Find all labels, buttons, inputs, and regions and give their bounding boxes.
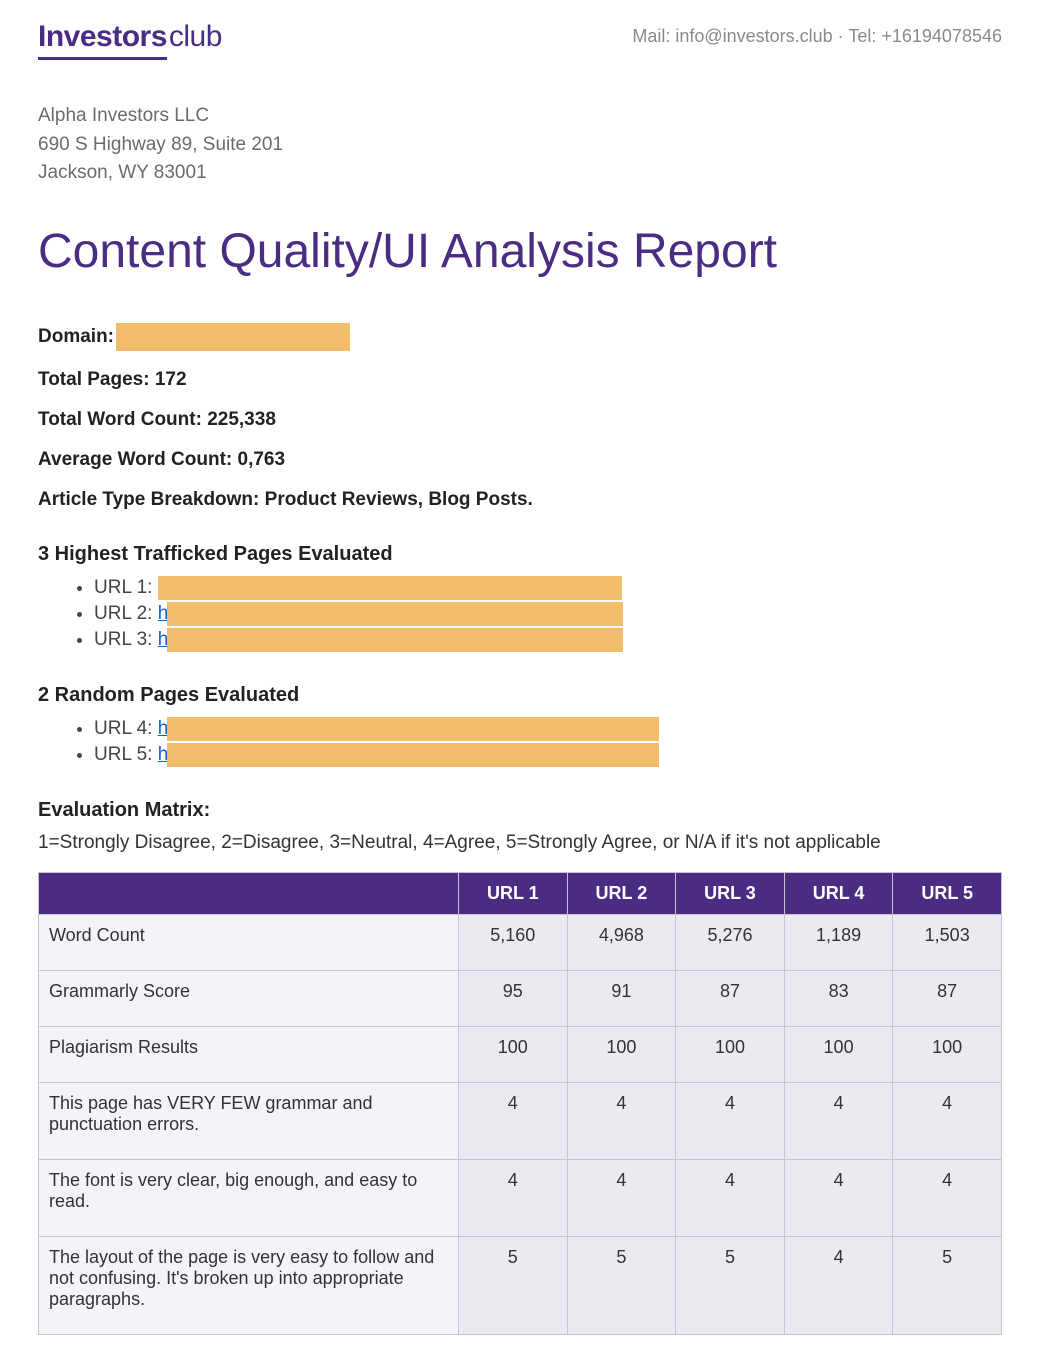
matrix-cell: 4 (676, 1159, 785, 1236)
matrix-header-col: URL 4 (784, 872, 893, 914)
matrix-cell: 4 (567, 1082, 676, 1159)
url-label: URL 3: (94, 629, 158, 651)
meta-total-pages: Total Pages: 172 (38, 369, 1002, 391)
matrix-row-label: Grammarly Score (39, 970, 459, 1026)
meta-breakdown-value: Product Reviews, Blog Posts. (265, 489, 533, 511)
matrix-cell: 5 (567, 1236, 676, 1334)
matrix-cell: 1,503 (893, 914, 1002, 970)
meta-total-words-label: Total Word Count: (38, 409, 207, 431)
logo-light: club (169, 20, 222, 54)
redacted-url (167, 743, 659, 767)
matrix-body: Word Count5,1604,9685,2761,1891,503Gramm… (39, 914, 1002, 1334)
redacted-url (158, 576, 622, 600)
meta-breakdown: Article Type Breakdown: Product Reviews,… (38, 489, 1002, 511)
trafficked-url-list: URL 1: URL 2: hURL 3: h (38, 576, 1002, 652)
logo: Investors club (38, 20, 222, 54)
list-item: URL 3: h (94, 628, 1002, 652)
matrix-row-label: Plagiarism Results (39, 1026, 459, 1082)
list-item: URL 1: (94, 576, 1002, 600)
matrix-header-col: URL 1 (459, 872, 568, 914)
matrix-row-label: This page has VERY FEW grammar and punct… (39, 1082, 459, 1159)
matrix-header-row: URL 1URL 2URL 3URL 4URL 5 (39, 872, 1002, 914)
matrix-cell: 4 (893, 1082, 1002, 1159)
matrix-cell: 100 (676, 1026, 785, 1082)
matrix-header-metric (39, 872, 459, 914)
matrix-cell: 87 (893, 970, 1002, 1026)
company-line-1: Alpha Investors LLC (38, 102, 1002, 131)
random-url-list: URL 4: hURL 5: h (38, 717, 1002, 767)
matrix-cell: 100 (567, 1026, 676, 1082)
table-row: The layout of the page is very easy to f… (39, 1236, 1002, 1334)
logo-bold: Investors (38, 20, 167, 54)
redacted-url (167, 628, 623, 652)
list-item: URL 5: h (94, 743, 1002, 767)
matrix-cell: 5,160 (459, 914, 568, 970)
matrix-cell: 4,968 (567, 914, 676, 970)
matrix-header-col: URL 3 (676, 872, 785, 914)
redacted-url (167, 602, 623, 626)
meta-avg-words: Average Word Count: 0,763 (38, 449, 1002, 471)
section-matrix-heading: Evaluation Matrix: (38, 799, 1002, 822)
matrix-cell: 100 (784, 1026, 893, 1082)
matrix-cell: 5 (893, 1236, 1002, 1334)
table-row: This page has VERY FEW grammar and punct… (39, 1082, 1002, 1159)
matrix-cell: 4 (459, 1082, 568, 1159)
meta-total-pages-label: Total Pages: (38, 369, 155, 391)
table-row: Grammarly Score9591878387 (39, 970, 1002, 1026)
matrix-cell: 100 (893, 1026, 1002, 1082)
table-row: The font is very clear, big enough, and … (39, 1159, 1002, 1236)
meta-total-words-value: 225,338 (207, 409, 276, 431)
redacted-url (167, 717, 659, 741)
matrix-cell: 4 (784, 1236, 893, 1334)
company-line-2: 690 S Highway 89, Suite 201 (38, 131, 1002, 160)
matrix-cell: 4 (784, 1082, 893, 1159)
meta-breakdown-label: Article Type Breakdown: (38, 489, 265, 511)
page-title: Content Quality/UI Analysis Report (38, 224, 1002, 279)
matrix-row-label: The font is very clear, big enough, and … (39, 1159, 459, 1236)
matrix-legend: 1=Strongly Disagree, 2=Disagree, 3=Neutr… (38, 832, 1002, 854)
meta-total-pages-value: 172 (155, 369, 187, 391)
url-label: URL 1: (94, 577, 158, 599)
table-row: Word Count5,1604,9685,2761,1891,503 (39, 914, 1002, 970)
url-label: URL 4: (94, 718, 158, 740)
list-item: URL 4: h (94, 717, 1002, 741)
url-label: URL 5: (94, 744, 158, 766)
matrix-cell: 83 (784, 970, 893, 1026)
contact-info: Mail: info@investors.club · Tel: +161940… (632, 26, 1002, 47)
matrix-cell: 95 (459, 970, 568, 1026)
matrix-cell: 5 (676, 1236, 785, 1334)
meta-avg-words-label: Average Word Count: (38, 449, 238, 471)
meta-avg-words-value: 0,763 (238, 449, 286, 471)
matrix-header-col: URL 2 (567, 872, 676, 914)
report-page: Investors club Mail: info@investors.club… (0, 0, 1040, 1365)
matrix-cell: 87 (676, 970, 785, 1026)
matrix-cell: 4 (784, 1159, 893, 1236)
meta-total-words: Total Word Count: 225,338 (38, 409, 1002, 431)
matrix-cell: 4 (676, 1082, 785, 1159)
matrix-cell: 4 (459, 1159, 568, 1236)
list-item: URL 2: h (94, 602, 1002, 626)
matrix-cell: 4 (567, 1159, 676, 1236)
company-address: Alpha Investors LLC 690 S Highway 89, Su… (38, 102, 1002, 188)
table-row: Plagiarism Results100100100100100 (39, 1026, 1002, 1082)
evaluation-matrix-table: URL 1URL 2URL 3URL 4URL 5 Word Count5,16… (38, 872, 1002, 1335)
matrix-header-col: URL 5 (893, 872, 1002, 914)
company-line-3: Jackson, WY 83001 (38, 159, 1002, 188)
matrix-row-label: The layout of the page is very easy to f… (39, 1236, 459, 1334)
matrix-cell: 100 (459, 1026, 568, 1082)
matrix-cell: 5 (459, 1236, 568, 1334)
meta-domain-label: Domain: (38, 326, 114, 348)
matrix-cell: 91 (567, 970, 676, 1026)
page-header: Investors club Mail: info@investors.club… (38, 20, 1002, 54)
section-trafficked-heading: 3 Highest Trafficked Pages Evaluated (38, 543, 1002, 566)
matrix-cell: 1,189 (784, 914, 893, 970)
matrix-cell: 5,276 (676, 914, 785, 970)
url-label: URL 2: (94, 603, 158, 625)
matrix-cell: 4 (893, 1159, 1002, 1236)
meta-domain: Domain: (38, 323, 1002, 351)
redacted-domain (116, 323, 350, 351)
section-random-heading: 2 Random Pages Evaluated (38, 684, 1002, 707)
matrix-row-label: Word Count (39, 914, 459, 970)
